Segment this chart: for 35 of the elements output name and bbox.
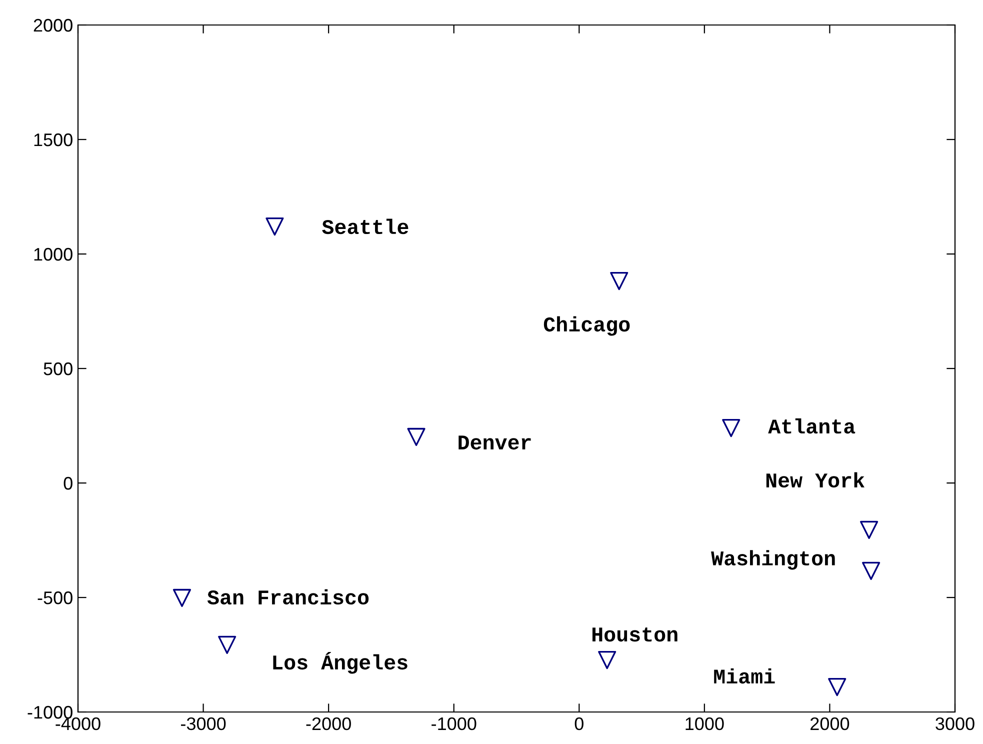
x-tick-label: -4000 bbox=[56, 717, 100, 730]
x-tick-label: -1000 bbox=[432, 717, 476, 730]
annotation: Chicago bbox=[544, 316, 630, 336]
x-tick-label: -2000 bbox=[306, 717, 351, 730]
x-tick-label: 2000 bbox=[810, 717, 850, 730]
point bbox=[722, 418, 740, 438]
point bbox=[407, 428, 426, 446]
annotation: Houston bbox=[592, 628, 678, 642]
y-tick-label: 0 bbox=[64, 476, 72, 490]
annotation: Atlanta bbox=[768, 418, 856, 434]
point bbox=[218, 636, 236, 654]
x-tick-label: 3000 bbox=[936, 717, 974, 730]
y-tick-label: 1000 bbox=[34, 248, 72, 261]
annotation: San Francisco bbox=[207, 589, 369, 605]
y-tick-label: 1500 bbox=[34, 133, 72, 146]
point bbox=[172, 588, 192, 608]
annotation: Denver bbox=[458, 436, 531, 450]
point bbox=[860, 520, 878, 539]
point bbox=[828, 678, 846, 696]
x-tick-label: -3000 bbox=[181, 717, 226, 730]
annotation: New York bbox=[766, 472, 864, 488]
x-tick-label: 1000 bbox=[686, 717, 724, 730]
annotation: Miami bbox=[714, 668, 775, 684]
point bbox=[598, 650, 616, 670]
y-tick-label: 2000 bbox=[34, 18, 72, 32]
point bbox=[266, 217, 284, 236]
y-tick-label: -1000 bbox=[28, 706, 72, 719]
y-tick-label: -500 bbox=[38, 591, 72, 604]
y-tick-label: 500 bbox=[44, 362, 72, 376]
point bbox=[862, 562, 880, 580]
annotation: Washington bbox=[711, 550, 835, 570]
point bbox=[610, 272, 628, 290]
x-tick-label: 0 bbox=[574, 717, 584, 730]
annotation: Seattle bbox=[322, 218, 408, 234]
annotation: Los Ángeles bbox=[273, 652, 408, 674]
